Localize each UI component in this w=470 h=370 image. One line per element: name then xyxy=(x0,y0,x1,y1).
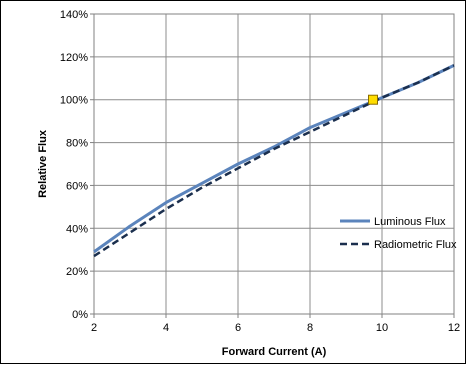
x-tick-label: 4 xyxy=(163,322,169,334)
legend-label: Luminous Flux xyxy=(374,216,446,228)
radiometric-flux-line xyxy=(93,64,455,258)
legend-label: Radiometric Flux xyxy=(374,239,457,251)
x-tick-label: 2 xyxy=(91,322,97,334)
x-axis-ticks: 2 4 6 8 10 12 xyxy=(91,314,460,334)
x-tick-label: 12 xyxy=(448,322,460,334)
y-tick-label: 60% xyxy=(66,180,88,192)
y-tick-label: 120% xyxy=(60,52,88,64)
x-tick-label: 10 xyxy=(376,322,388,334)
y-tick-label: 40% xyxy=(66,223,88,235)
y-tick-label: 0% xyxy=(72,309,88,321)
y-tick-label: 20% xyxy=(66,266,88,278)
grid-lines xyxy=(94,14,454,314)
x-tick-label: 8 xyxy=(307,322,313,334)
legend: Luminous Flux Radiometric Flux xyxy=(340,216,457,251)
reference-point-marker xyxy=(368,94,378,105)
y-axis-label: Relative Flux xyxy=(37,129,49,198)
y-tick-label: 100% xyxy=(60,95,88,107)
series-lines xyxy=(93,64,455,258)
y-tick-label: 140% xyxy=(60,9,88,21)
annotations xyxy=(368,94,378,105)
x-tick-label: 6 xyxy=(235,322,241,334)
plot-area xyxy=(93,13,455,315)
x-axis-label: Forward Current (A) xyxy=(222,346,327,358)
y-tick-label: 80% xyxy=(66,138,88,150)
y-axis-ticks: 0% 20% 40% 60% 80% 100% 120% 140% xyxy=(60,9,94,321)
